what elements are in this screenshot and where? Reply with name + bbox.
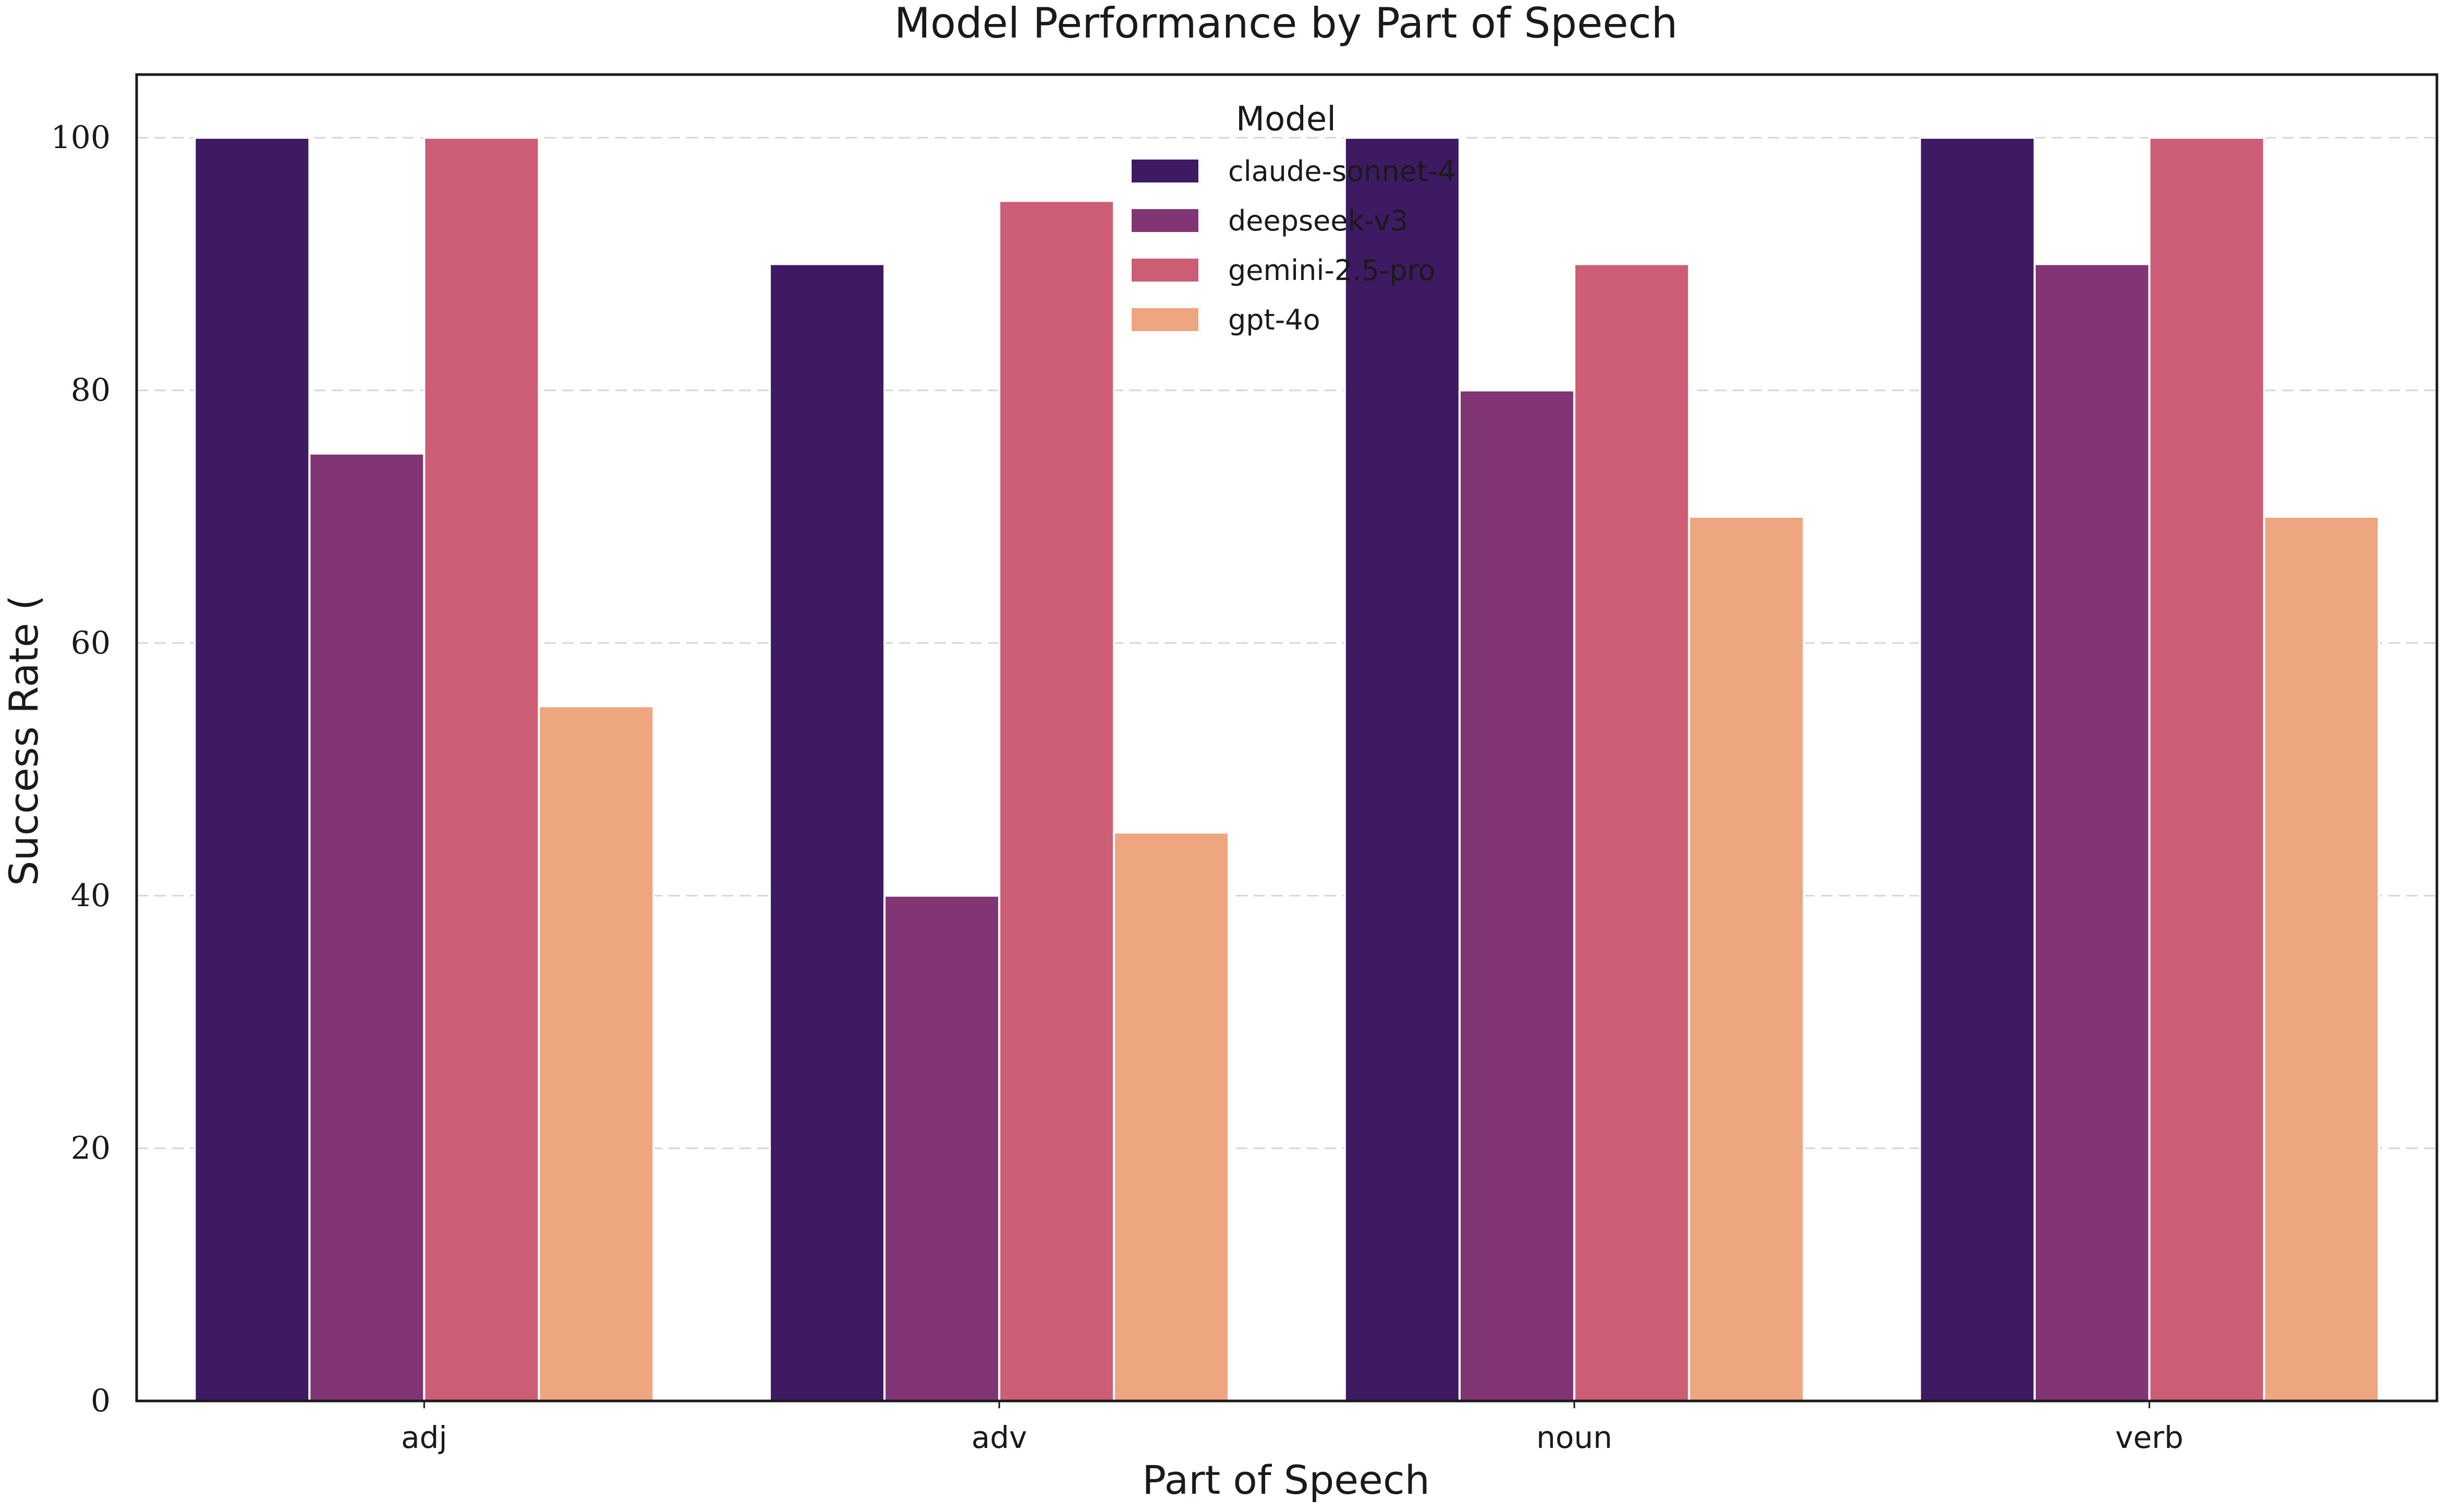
bar-claude-sonnet-4-adv	[769, 263, 886, 1403]
y-tick-label: 40	[71, 877, 111, 914]
bar-deepseek-v3-adv	[883, 894, 1001, 1403]
bar-gpt-4o-adv	[1113, 831, 1230, 1402]
bar-gemini-2.5-pro-verb	[2148, 137, 2265, 1403]
y-tick-label: 0	[91, 1383, 111, 1419]
axes: 0 20 40 60 80 100 adj adv noun verb	[51, 73, 2438, 1455]
y-tick-label: 60	[71, 625, 111, 661]
x-axis-label: Part of Speech	[1142, 1457, 1430, 1503]
y-tick-label: 80	[71, 372, 111, 409]
legend: Model claude-sonnet-4 deepseek-v3 gemini-2.…	[1132, 100, 1456, 336]
y-tick-label: 100	[51, 119, 111, 156]
bar-gpt-4o-noun	[1688, 516, 1805, 1402]
bar-gpt-4o-verb	[2263, 516, 2380, 1402]
bar-claude-sonnet-4-adj	[193, 137, 311, 1403]
legend-title: Model	[1236, 100, 1336, 139]
bars	[193, 137, 2380, 1403]
x-tick-label: noun	[1536, 1420, 1612, 1455]
bar-gemini-2.5-pro-noun	[1573, 263, 1690, 1403]
bar-claude-sonnet-4-verb	[1919, 137, 2036, 1403]
legend-swatch	[1132, 209, 1198, 232]
bar-deepseek-v3-adj	[308, 452, 426, 1402]
legend-swatch	[1132, 160, 1198, 182]
bar-deepseek-v3-verb	[2033, 263, 2151, 1403]
legend-label: gemini-2.5-pro	[1228, 254, 1436, 287]
chart-title: Model Performance by Part of Speech	[894, 0, 1678, 47]
legend-label: gpt-4o	[1228, 303, 1320, 336]
x-tick-label: adj	[401, 1420, 447, 1455]
legend-label: deepseek-v3	[1228, 204, 1408, 237]
plot-frame	[135, 73, 2438, 1403]
bar-claude-sonnet-4-noun	[1343, 137, 1461, 1403]
bar-deepseek-v3-noun	[1458, 389, 1575, 1403]
legend-swatch	[1132, 308, 1198, 331]
legend-swatch	[1132, 259, 1198, 282]
y-tick-label: 20	[71, 1130, 111, 1166]
bar-gemini-2.5-pro-adj	[423, 137, 540, 1403]
bar-gemini-2.5-pro-adv	[998, 200, 1115, 1403]
legend-label: claude-sonnet-4	[1228, 155, 1456, 188]
bar-gpt-4o-adj	[538, 705, 655, 1402]
x-tick-label: verb	[2115, 1420, 2183, 1455]
y-axis-label: Success Rate (	[1, 595, 47, 886]
x-tick-label: adv	[972, 1420, 1027, 1455]
